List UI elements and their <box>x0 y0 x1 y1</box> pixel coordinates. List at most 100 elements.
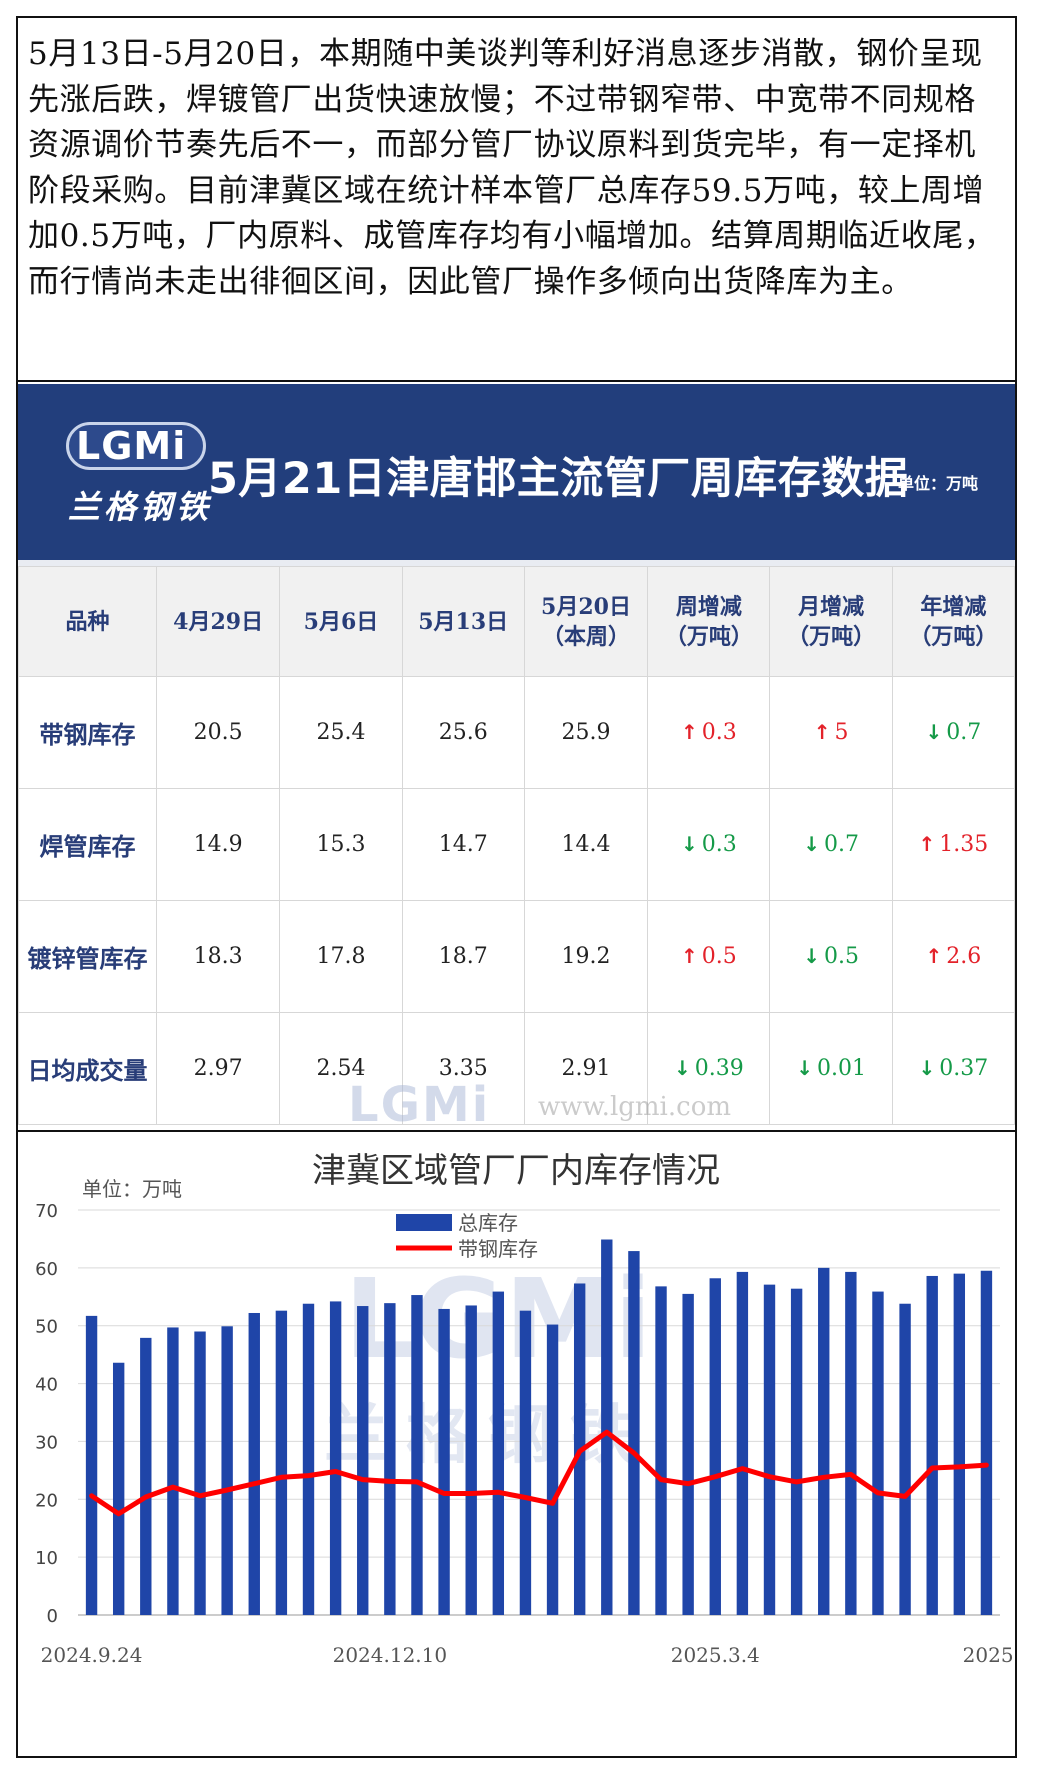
logo-chinese-name: 兰格钢铁 <box>68 488 213 526</box>
x-tick-label: 2025.3.4 <box>671 1643 760 1667</box>
change-cell: ↑ 0.3 <box>647 676 771 789</box>
bar-total-inventory <box>628 1251 640 1615</box>
banner-unit: 单位：万吨 <box>898 474 979 493</box>
change-cell: ↓ 0.3 <box>647 788 771 901</box>
bar-total-inventory <box>112 1362 125 1615</box>
table-cell: 14.7 <box>401 788 525 901</box>
arrow-up-icon: ↑ <box>918 832 936 856</box>
table-cell: 15.3 <box>279 788 403 901</box>
bar-total-inventory <box>384 1303 396 1615</box>
column-header: 品种 <box>18 566 157 677</box>
y-tick-label: 10 <box>35 1548 58 1569</box>
change-value: 0.7 <box>946 720 982 745</box>
y-tick-label: 60 <box>35 1259 58 1280</box>
column-header: 5月13日 <box>401 566 525 677</box>
bar-total-inventory <box>953 1273 966 1615</box>
legend-swatch-bar <box>396 1214 452 1231</box>
x-tick-label: 2024.12.10 <box>333 1643 448 1667</box>
bar-total-inventory <box>546 1324 559 1615</box>
table-cell: 20.5 <box>155 676 281 789</box>
bar-total-inventory <box>655 1286 667 1615</box>
y-tick-label: 70 <box>35 1201 58 1222</box>
y-tick-label: 40 <box>35 1375 58 1396</box>
change-value: 1.35 <box>939 832 989 857</box>
change-cell: ↑ 1.35 <box>891 788 1016 901</box>
bar-total-inventory <box>221 1326 233 1615</box>
bar-total-inventory <box>763 1284 776 1615</box>
change-cell: ↓ 0.5 <box>769 900 893 1013</box>
column-header: 月增减 （万吨） <box>769 566 893 677</box>
column-header: 5月6日 <box>279 566 403 677</box>
bar-total-inventory <box>790 1288 803 1615</box>
table-header-row: 品种 4月29日 5月6日 5月13日 5月20日 （本周） 周增减 （万吨） 月增减 （万… <box>18 566 1016 677</box>
table-cell: 14.4 <box>523 788 649 901</box>
bar-total-inventory <box>357 1306 369 1615</box>
bar-total-inventory <box>248 1312 260 1615</box>
column-header: 年增减 （万吨） <box>891 566 1016 677</box>
bar-total-inventory <box>411 1295 423 1615</box>
bar-total-inventory <box>818 1267 830 1615</box>
bar-total-inventory <box>736 1271 749 1615</box>
chart-title: 津冀区域管厂厂内库存情况 <box>312 1151 720 1191</box>
lgmi-logo: LGMi 兰格钢铁 <box>66 412 216 532</box>
arrow-down-icon: ↓ <box>680 832 698 856</box>
change-cell: ↑ 2.6 <box>891 900 1016 1013</box>
bar-total-inventory <box>601 1239 613 1615</box>
bar-total-inventory <box>519 1310 532 1615</box>
intro-paragraph: 5月13日-5月20日，本期随中美谈判等利好消息逐步消散，钢价呈现先涨后跌，焊镀… <box>16 16 1017 382</box>
change-value: 0.3 <box>701 720 737 745</box>
change-cell: ↑ 0.5 <box>647 900 771 1013</box>
arrow-up-icon: ↑ <box>813 720 831 744</box>
bar-total-inventory <box>899 1303 911 1615</box>
y-tick-label: 30 <box>35 1432 58 1453</box>
table-watermark-logo: LGMi <box>348 1077 491 1133</box>
column-header: 周增减 （万吨） <box>647 566 771 677</box>
bar-total-inventory <box>85 1315 98 1615</box>
legend-label-total: 总库存 <box>458 1211 518 1235</box>
table-row: 带钢库存 20.5 25.4 25.6 25.9 ↑ 0.3 ↑ 5 ↓ 0.7 <box>18 676 1016 789</box>
column-header: 4月29日 <box>155 566 281 677</box>
table-watermark-url: www.lgmi.com <box>538 1092 732 1122</box>
change-cell: ↓ 0.01 <box>769 1012 893 1125</box>
change-cell: ↓ 0.39 <box>647 1012 771 1125</box>
table-cell: 2.97 <box>155 1012 281 1125</box>
arrow-down-icon: ↓ <box>918 1056 936 1080</box>
change-cell: ↓ 0.7 <box>891 676 1016 789</box>
bar-total-inventory <box>926 1275 938 1615</box>
logo-lettering: LGMi <box>76 424 187 468</box>
column-header: 5月20日 （本周） <box>523 566 649 677</box>
chart-unit-label: 单位：万吨 <box>82 1177 182 1201</box>
banner-title: 5月21日津唐邯主流管厂周库存数据 <box>208 454 909 504</box>
y-tick-label: 0 <box>47 1606 58 1627</box>
bar-total-inventory <box>492 1291 505 1615</box>
change-value: 2.6 <box>946 944 982 969</box>
arrow-down-icon: ↓ <box>925 720 943 744</box>
bar-total-inventory <box>329 1301 342 1615</box>
bar-total-inventory <box>438 1308 450 1615</box>
bar-total-inventory <box>275 1310 288 1615</box>
table-cell: 18.3 <box>155 900 281 1013</box>
bar-total-inventory <box>140 1337 152 1615</box>
table-cell: 18.7 <box>401 900 525 1013</box>
bar-total-inventory <box>302 1303 315 1615</box>
y-tick-label: 20 <box>35 1490 58 1511</box>
arrow-down-icon: ↓ <box>803 832 820 856</box>
bar-total-inventory <box>872 1291 884 1615</box>
table-cell: 14.9 <box>155 788 281 901</box>
table-cell: 25.9 <box>523 676 649 789</box>
x-tick-label: 2025.5.20 <box>963 1643 1015 1667</box>
change-cell: ↓ 0.7 <box>769 788 893 901</box>
legend-label-strip: 带钢库存 <box>458 1237 538 1261</box>
table-cell: 25.4 <box>279 676 403 789</box>
bar-total-inventory <box>194 1331 206 1615</box>
table-cell: 2.91 <box>523 1012 649 1125</box>
arrow-up-icon: ↑ <box>925 944 943 968</box>
arrow-up-icon: ↑ <box>680 944 698 968</box>
table-cell: 19.2 <box>523 900 649 1013</box>
change-value: 5 <box>834 720 849 745</box>
x-tick-label: 2024.9.24 <box>41 1643 143 1667</box>
row-label: 镀锌管库存 <box>18 900 157 1013</box>
table-cell: 17.8 <box>279 900 403 1013</box>
bar-total-inventory <box>167 1327 179 1615</box>
arrow-down-icon: ↓ <box>803 944 820 968</box>
